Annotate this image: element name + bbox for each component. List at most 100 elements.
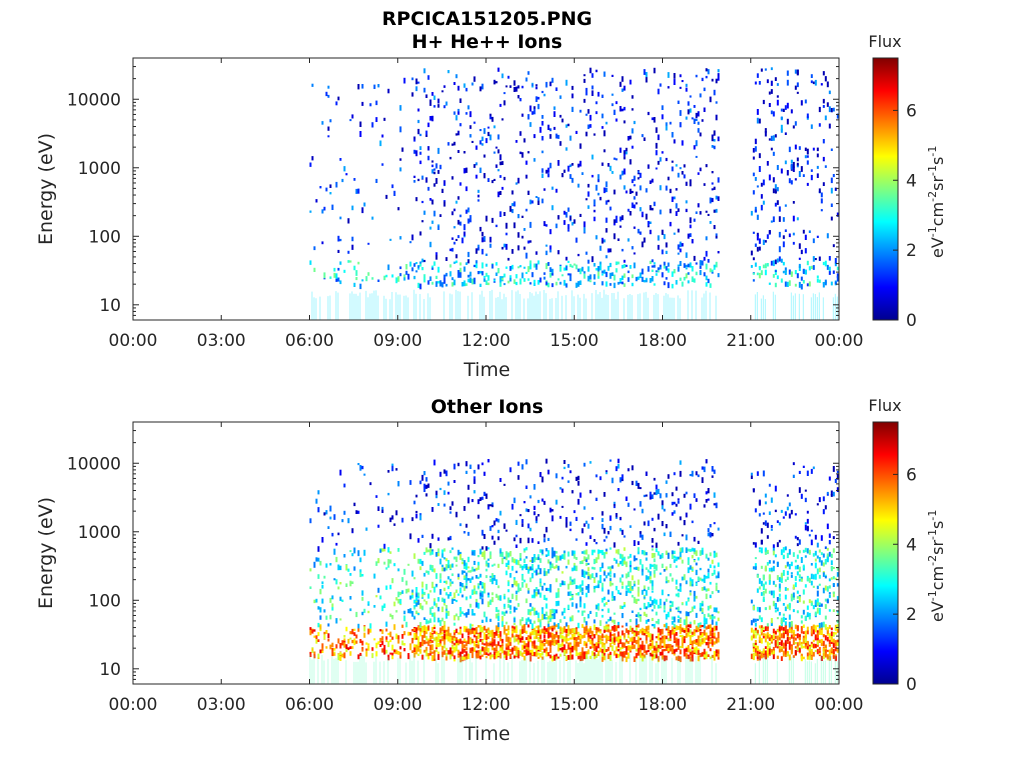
flux-streak bbox=[409, 655, 411, 684]
flux-cell bbox=[449, 271, 452, 277]
flux-cell bbox=[657, 513, 660, 520]
flux-cell bbox=[758, 639, 761, 643]
flux-cell bbox=[671, 553, 674, 559]
flux-cell bbox=[756, 630, 759, 634]
flux-cell bbox=[830, 203, 833, 207]
flux-cell bbox=[487, 601, 490, 608]
flux-cell bbox=[637, 612, 640, 618]
flux-cell bbox=[786, 79, 789, 86]
flux-cell bbox=[707, 645, 710, 649]
flux-cell bbox=[705, 651, 708, 654]
flux-cell bbox=[531, 111, 534, 115]
flux-cell bbox=[617, 563, 620, 567]
flux-cell bbox=[509, 551, 512, 557]
flux-cell bbox=[611, 595, 614, 599]
flux-cell bbox=[649, 491, 652, 498]
flux-cell bbox=[703, 623, 706, 629]
flux-cell bbox=[419, 151, 422, 155]
flux-cell bbox=[475, 590, 478, 595]
flux-cell bbox=[433, 619, 436, 623]
flux-cell bbox=[535, 591, 538, 597]
flux-cell bbox=[629, 647, 632, 651]
flux-cell bbox=[485, 546, 488, 551]
flux-cell bbox=[768, 580, 771, 585]
flux-cell bbox=[515, 559, 518, 565]
flux-cell bbox=[339, 651, 342, 656]
flux-streak bbox=[617, 291, 619, 320]
flux-cell bbox=[659, 651, 662, 656]
flux-cell bbox=[756, 185, 759, 188]
flux-cell bbox=[585, 520, 588, 524]
flux-cell bbox=[589, 114, 592, 121]
flux-cell bbox=[599, 550, 602, 554]
flux-cell bbox=[537, 541, 540, 544]
flux-cell bbox=[501, 638, 504, 644]
flux-cell bbox=[778, 645, 781, 650]
flux-cell bbox=[790, 596, 793, 602]
flux-cell bbox=[463, 644, 466, 649]
flux-cell bbox=[347, 260, 350, 263]
flux-cell bbox=[756, 652, 759, 657]
flux-cell bbox=[675, 556, 678, 562]
flux-cell bbox=[768, 230, 771, 234]
flux-cell bbox=[697, 635, 700, 638]
panel1-colorbar-unit: eV-1cm-2sr-1s-1 bbox=[926, 146, 947, 258]
flux-cell bbox=[647, 650, 650, 653]
flux-cell bbox=[465, 112, 468, 115]
flux-cell bbox=[463, 83, 466, 88]
flux-cell bbox=[645, 279, 648, 283]
flux-cell bbox=[567, 628, 570, 634]
flux-cell bbox=[561, 554, 564, 559]
flux-cell bbox=[511, 249, 514, 254]
flux-cell bbox=[623, 283, 626, 287]
flux-cell bbox=[533, 627, 536, 632]
flux-cell bbox=[447, 595, 450, 599]
flux-cell bbox=[329, 563, 332, 566]
flux-cell bbox=[501, 611, 504, 615]
flux-cell bbox=[449, 636, 452, 643]
flux-cell bbox=[639, 231, 642, 235]
flux-cell bbox=[798, 263, 801, 268]
flux-cell bbox=[760, 270, 763, 276]
flux-cell bbox=[507, 257, 510, 261]
flux-cell bbox=[429, 636, 432, 640]
flux-cell bbox=[319, 625, 322, 630]
flux-streak bbox=[569, 655, 571, 684]
flux-cell bbox=[485, 280, 488, 285]
flux-cell bbox=[762, 583, 765, 587]
flux-cell bbox=[335, 276, 338, 282]
flux-cell bbox=[784, 229, 787, 232]
flux-cell bbox=[445, 606, 448, 610]
flux-cell bbox=[315, 557, 318, 562]
flux-cell bbox=[665, 613, 668, 620]
flux-cell bbox=[665, 550, 668, 555]
flux-cell bbox=[559, 95, 562, 99]
flux-cell bbox=[535, 629, 538, 634]
flux-cell bbox=[503, 596, 506, 600]
flux-streak bbox=[635, 659, 637, 684]
flux-cell bbox=[583, 651, 586, 656]
flux-cell bbox=[603, 130, 606, 137]
flux-cell bbox=[699, 622, 702, 625]
flux-cell bbox=[826, 264, 829, 270]
flux-cell bbox=[467, 278, 470, 283]
flux-cell bbox=[563, 644, 566, 650]
flux-cell bbox=[505, 529, 508, 532]
flux-cell bbox=[427, 570, 430, 575]
flux-cell bbox=[469, 134, 472, 138]
flux-cell bbox=[758, 153, 761, 159]
flux-cell bbox=[707, 533, 710, 537]
flux-streak bbox=[349, 293, 351, 320]
flux-cell bbox=[621, 215, 624, 221]
flux-cell bbox=[429, 547, 432, 553]
flux-cell bbox=[555, 564, 558, 569]
flux-cell bbox=[583, 462, 586, 467]
flux-cell bbox=[822, 156, 825, 162]
flux-cell bbox=[639, 614, 642, 618]
flux-cell bbox=[583, 227, 586, 233]
flux-cell bbox=[796, 217, 799, 221]
flux-cell bbox=[786, 561, 789, 565]
flux-cell bbox=[421, 474, 424, 481]
flux-cell bbox=[579, 561, 582, 565]
flux-cell bbox=[573, 263, 576, 266]
